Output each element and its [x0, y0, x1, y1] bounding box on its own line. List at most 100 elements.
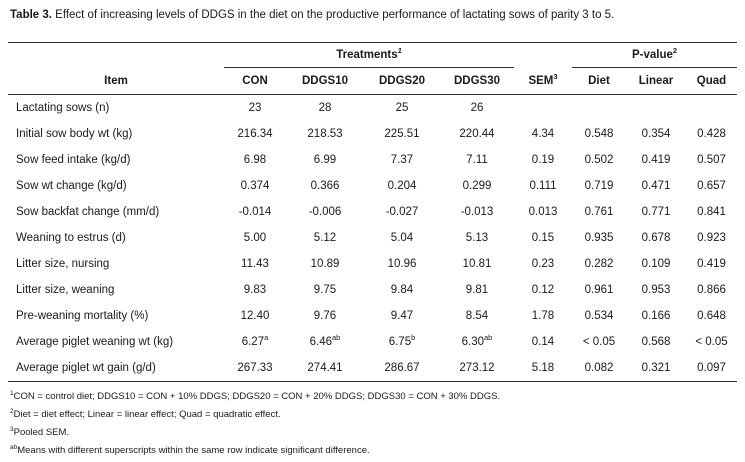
table-row: Sow feed intake (kg/d) 6.98 6.99 7.37 7.11 0.…	[8, 147, 737, 173]
cell-quad: 0.419	[697, 258, 726, 270]
cell-linear: 0.953	[641, 284, 671, 296]
caption-text: Effect of increasing levels of DDGS in t…	[51, 9, 615, 21]
cell-quad: < 0.05	[695, 336, 728, 348]
header-blank-sem	[514, 43, 572, 68]
row-item: Litter size, weaning	[16, 284, 115, 296]
cell-con: 5.00	[243, 232, 267, 244]
cell-quad: 0.866	[697, 284, 726, 296]
table-footnotes: 1CON = control diet; DDGS10 = CON + 10% …	[10, 388, 500, 460]
footnote: 3Pooled SEM.	[10, 425, 70, 438]
table-row: Average piglet wt gain (g/d) 267.33 274.41…	[8, 355, 737, 382]
cell-linear: 0.419	[641, 154, 671, 166]
cell-diet: 0.282	[584, 258, 614, 270]
cell-ddgs30: 220.44	[459, 128, 495, 140]
cell-diet: 0.761	[584, 206, 614, 218]
header-item: Item	[8, 67, 224, 95]
cell-ddgs30: 6.30ab	[461, 333, 493, 348]
table-body: Lactating sows (n) 23 28 25 26 Initial sow bo…	[8, 95, 737, 382]
cell-linear: 0.109	[641, 258, 671, 270]
cell-con: -0.014	[238, 206, 272, 218]
row-item: Litter size, nursing	[16, 258, 110, 270]
cell-ddgs20: 25	[395, 102, 409, 114]
cell-diet: 0.502	[584, 154, 614, 166]
cell-sem: 0.14	[531, 336, 555, 348]
header-sem: SEM3	[514, 67, 572, 95]
cell-ddgs20: 6.75b	[388, 333, 416, 348]
cell-linear: 0.471	[641, 180, 671, 192]
header-row-columns: Item CON DDGS10 DDGS20 DDGS30 SEM3 Diet …	[8, 67, 737, 95]
cell-ddgs10: 5.12	[313, 232, 337, 244]
cell-ddgs30: -0.013	[460, 206, 494, 218]
cell-sem	[514, 95, 572, 122]
cell-con: 216.34	[237, 128, 273, 140]
cell-con: 0.374	[240, 180, 270, 192]
cell-linear: 0.354	[641, 128, 671, 140]
cell-ddgs30: 8.54	[465, 310, 489, 322]
header-row-groups: Treatments1 P-value2	[8, 42, 737, 68]
cell-linear: 0.771	[641, 206, 671, 218]
cell-diet: 0.935	[584, 232, 614, 244]
cell-quad: 0.923	[697, 232, 726, 244]
row-item: Weaning to estrus (d)	[16, 232, 126, 244]
cell-sem: 0.12	[531, 284, 555, 296]
cell-quad: 0.648	[697, 310, 726, 322]
cell-ddgs30: 10.81	[462, 258, 492, 270]
cell-quad: 0.507	[697, 154, 726, 166]
cell-diet: < 0.05	[582, 336, 616, 348]
cell-sem: 0.111	[529, 180, 557, 192]
cell-ddgs30: 0.299	[462, 180, 492, 192]
cell-ddgs20: 5.04	[390, 232, 414, 244]
table-row: Sow wt change (kg/d) 0.374 0.366 0.204 0.299…	[8, 173, 737, 199]
cell-ddgs10: 274.41	[286, 355, 364, 382]
row-item: Average piglet wt gain (g/d)	[8, 355, 224, 382]
row-item: Sow backfat change (mm/d)	[16, 206, 160, 218]
cell-sem: 4.34	[531, 128, 555, 140]
cell-quad: 0.428	[697, 128, 726, 140]
cell-ddgs10: 0.366	[310, 180, 340, 192]
cell-ddgs20: 0.204	[387, 180, 417, 192]
row-item: Average piglet weaning wt (kg)	[16, 336, 174, 348]
footnote: abMeans with different superscripts with…	[10, 443, 370, 456]
table-row: Lactating sows (n) 23 28 25 26	[8, 95, 737, 122]
cell-ddgs20: 225.51	[384, 128, 420, 140]
cell-ddgs10: 10.89	[310, 258, 340, 270]
cell-ddgs20: 9.47	[390, 310, 414, 322]
cell-con: 6.98	[243, 154, 267, 166]
footnote: 1CON = control diet; DDGS10 = CON + 10% …	[10, 389, 501, 402]
cell-sem: 0.013	[528, 206, 558, 218]
cell-ddgs10: 6.46ab	[309, 333, 341, 348]
cell-ddgs10: 6.99	[313, 154, 337, 166]
cell-ddgs30: 5.13	[465, 232, 489, 244]
table-row: Pre-weaning mortality (%) 12.40 9.76 9.47 8.…	[8, 303, 737, 329]
header-diet: Diet	[572, 67, 626, 95]
cell-quad	[686, 95, 737, 122]
header-treatments: Treatments1	[224, 42, 514, 68]
header-blank	[8, 43, 224, 68]
table-row: Weaning to estrus (d) 5.00 5.12 5.04 5.13 0.1…	[8, 225, 737, 251]
cell-ddgs30: 273.12	[440, 355, 514, 382]
header-ddgs20: DDGS20	[364, 67, 440, 95]
cell-ddgs20: 10.96	[387, 258, 417, 270]
cell-ddgs20: 7.37	[390, 154, 414, 166]
cell-diet: 0.082	[572, 355, 626, 382]
header-linear: Linear	[626, 67, 686, 95]
row-item: Lactating sows (n)	[16, 102, 110, 114]
row-item: Sow feed intake (kg/d)	[16, 154, 131, 166]
results-table: Treatments1 P-value2 Item CON DDGS10 DDG…	[8, 42, 737, 382]
cell-ddgs10: 218.53	[307, 128, 343, 140]
row-item: Pre-weaning mortality (%)	[16, 310, 149, 322]
cell-sem: 1.78	[531, 310, 555, 322]
cell-ddgs10: 28	[318, 102, 332, 114]
cell-ddgs10: 9.75	[313, 284, 337, 296]
cell-con: 23	[248, 102, 262, 114]
footnote: 2Diet = diet effect; Linear = linear eff…	[10, 407, 281, 420]
row-item: Initial sow body wt (kg)	[16, 128, 133, 140]
cell-ddgs30: 9.81	[465, 284, 489, 296]
header-ddgs30: DDGS30	[440, 67, 514, 95]
cell-sem: 0.19	[531, 154, 555, 166]
cell-sem: 5.18	[514, 355, 572, 382]
cell-ddgs10: -0.006	[308, 206, 342, 218]
cell-con: 11.43	[241, 258, 269, 270]
cell-quad: 0.657	[697, 180, 726, 192]
cell-linear: 0.678	[641, 232, 671, 244]
